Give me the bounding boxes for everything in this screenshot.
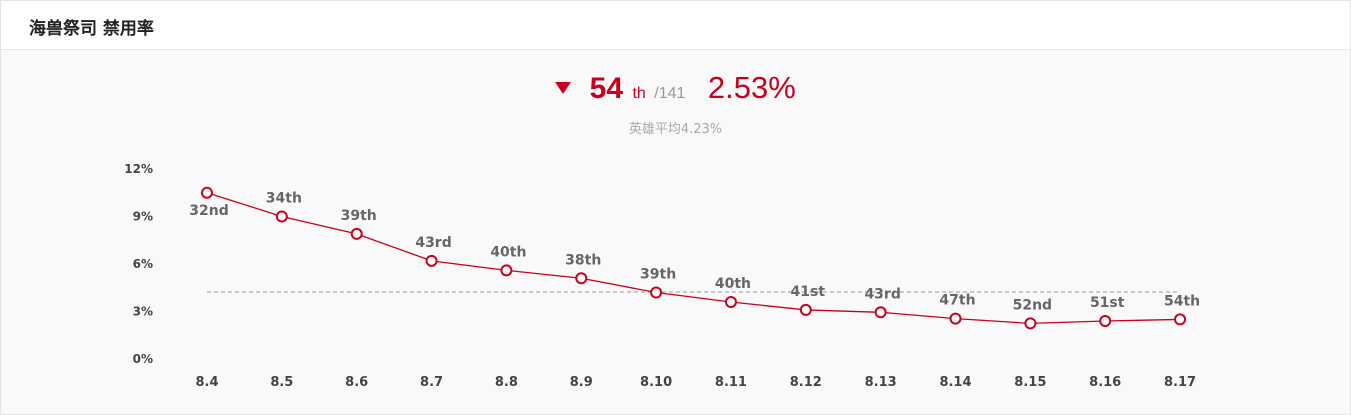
data-label: 40th bbox=[490, 244, 526, 260]
data-label: 32nd bbox=[189, 203, 228, 219]
data-label: 40th bbox=[715, 276, 751, 292]
data-point bbox=[1024, 317, 1037, 330]
rank-total: /141 bbox=[654, 85, 686, 102]
data-point bbox=[201, 186, 213, 199]
card-body: 54 th /141 2.53% 英雄平均4.23% bbox=[1, 50, 1350, 414]
x-tick-label: 8.17 bbox=[1164, 375, 1196, 390]
rank-number: 54 bbox=[589, 72, 624, 105]
triangle-down-icon bbox=[555, 82, 572, 94]
data-label: 51st bbox=[1090, 295, 1125, 311]
y-tick-label: 3% bbox=[133, 305, 153, 319]
data-point bbox=[1099, 315, 1112, 327]
y-tick-label: 6% bbox=[133, 257, 153, 271]
data-label: 52nd bbox=[1013, 297, 1052, 313]
data-point bbox=[275, 210, 288, 223]
data-label: 34th bbox=[266, 191, 302, 207]
x-tick-label: 8.14 bbox=[939, 375, 971, 390]
data-point bbox=[350, 227, 363, 240]
data-label: 39th bbox=[341, 208, 377, 224]
data-point bbox=[650, 286, 663, 299]
data-point bbox=[575, 272, 588, 285]
data-label: 47th bbox=[939, 293, 975, 309]
data-point bbox=[1174, 313, 1187, 326]
y-tick-label: 0% bbox=[133, 352, 153, 366]
series-line bbox=[206, 192, 1181, 325]
y-tick-label: 9% bbox=[133, 210, 153, 224]
data-point bbox=[874, 306, 887, 319]
data-label: 54th bbox=[1164, 293, 1200, 309]
data-point bbox=[425, 254, 438, 267]
x-tick-label: 8.11 bbox=[715, 375, 747, 390]
data-point bbox=[500, 264, 513, 277]
card-header: 海兽祭司 禁用率 bbox=[1, 1, 1350, 50]
card-title: 海兽祭司 禁用率 bbox=[29, 19, 154, 39]
x-tick-label: 8.13 bbox=[865, 375, 897, 390]
rank-summary: 54 th /141 2.53% bbox=[1, 70, 1350, 110]
data-label: 43rd bbox=[415, 235, 451, 251]
x-tick-label: 8.9 bbox=[570, 375, 593, 390]
ban-rate-value: 2.53% bbox=[707, 70, 796, 105]
x-tick-label: 8.6 bbox=[345, 375, 368, 390]
data-label: 41st bbox=[791, 284, 826, 300]
x-tick-label: 8.5 bbox=[270, 375, 293, 390]
x-tick-label: 8.16 bbox=[1089, 375, 1121, 390]
y-tick-label: 12% bbox=[124, 162, 153, 176]
hero-average-label: 英雄平均4.23% bbox=[628, 122, 723, 137]
data-label: 43rd bbox=[864, 286, 900, 302]
x-tick-label: 8.4 bbox=[195, 375, 218, 390]
x-tick-label: 8.15 bbox=[1014, 375, 1046, 390]
rank-suffix: th bbox=[632, 85, 646, 102]
data-label: 38th bbox=[565, 252, 601, 268]
data-label: 39th bbox=[640, 267, 676, 283]
data-point bbox=[724, 296, 737, 308]
data-point bbox=[949, 312, 962, 325]
x-tick-label: 8.8 bbox=[495, 375, 518, 390]
x-tick-label: 8.7 bbox=[420, 375, 443, 390]
data-point bbox=[799, 303, 812, 316]
x-tick-label: 8.12 bbox=[790, 375, 822, 390]
x-tick-label: 8.10 bbox=[640, 375, 672, 390]
